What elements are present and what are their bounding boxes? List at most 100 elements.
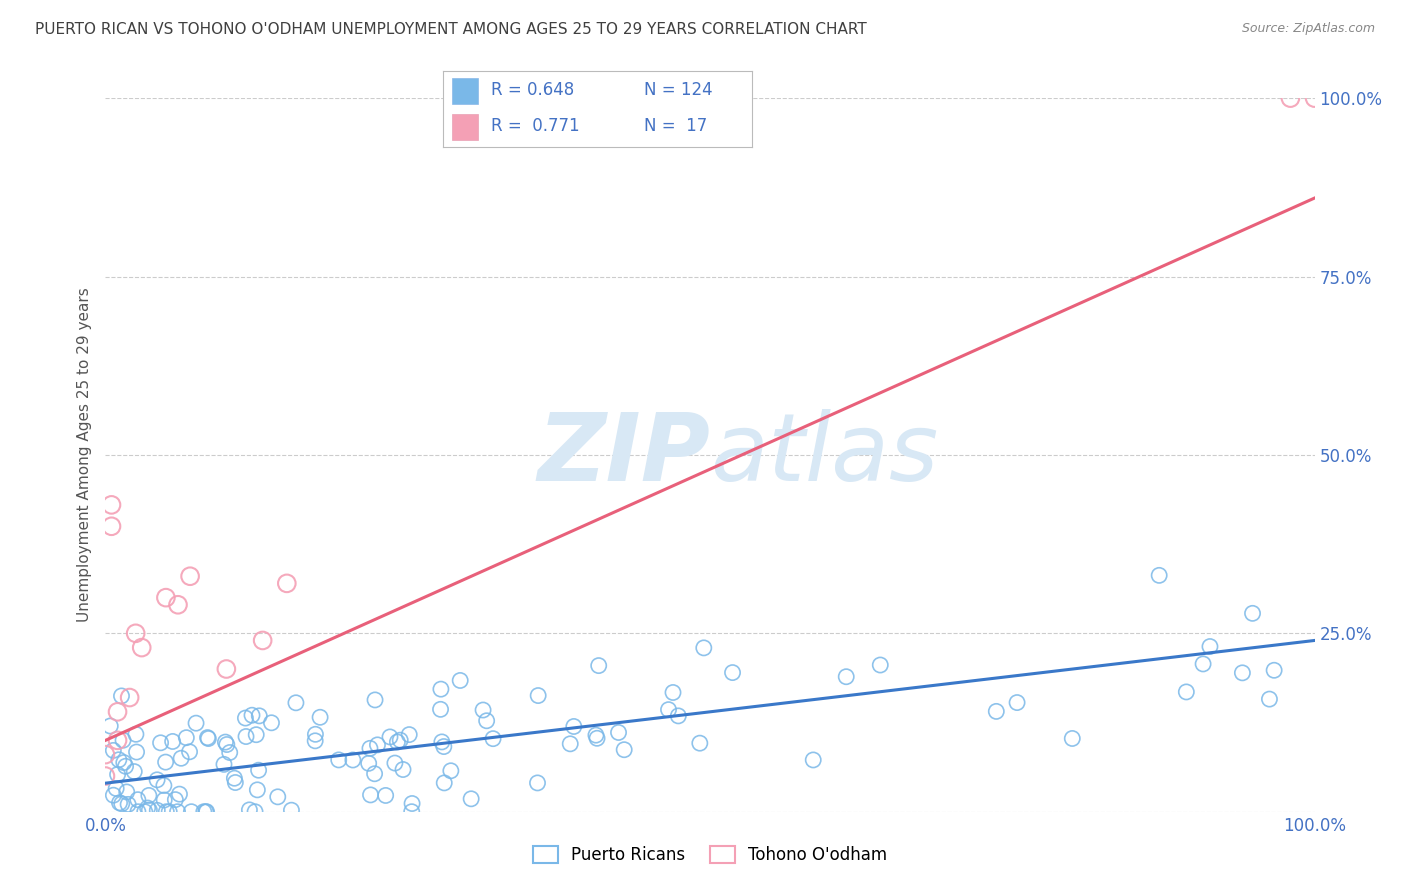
Point <box>179 569 201 583</box>
Point <box>212 757 235 772</box>
Point <box>125 727 148 741</box>
Point <box>247 709 270 723</box>
Point <box>607 725 630 739</box>
Point <box>430 735 453 749</box>
Point <box>131 640 153 655</box>
Y-axis label: Unemployment Among Ages 25 to 29 years: Unemployment Among Ages 25 to 29 years <box>77 287 93 623</box>
Point <box>193 805 215 819</box>
Point <box>689 736 711 750</box>
FancyBboxPatch shape <box>453 114 478 140</box>
Point <box>169 787 191 801</box>
Point <box>378 730 401 744</box>
Point <box>108 796 131 810</box>
Point <box>167 598 190 612</box>
Point <box>585 728 607 742</box>
Point <box>1062 731 1084 746</box>
Point <box>103 789 125 803</box>
Point <box>1303 91 1326 105</box>
Point <box>527 689 550 703</box>
Point <box>869 658 891 673</box>
Point <box>284 696 307 710</box>
Point <box>224 771 246 785</box>
Point <box>359 741 381 756</box>
FancyBboxPatch shape <box>453 78 478 104</box>
Point <box>835 670 858 684</box>
Point <box>586 731 609 746</box>
Point <box>1241 607 1264 621</box>
Point <box>194 805 217 819</box>
Point <box>176 731 198 745</box>
Point <box>108 753 131 767</box>
Point <box>475 714 498 728</box>
Point <box>184 716 207 731</box>
Point <box>1258 692 1281 706</box>
Point <box>100 498 122 512</box>
Point <box>215 738 238 752</box>
Point <box>94 747 117 762</box>
Point <box>197 731 219 746</box>
Text: ZIP: ZIP <box>537 409 710 501</box>
Point <box>127 793 149 807</box>
Point <box>111 797 134 811</box>
Point <box>252 633 274 648</box>
Point <box>1232 665 1254 680</box>
Point <box>1175 685 1198 699</box>
Point <box>304 727 326 741</box>
Point <box>721 665 744 680</box>
Point <box>155 805 177 819</box>
Point <box>801 753 824 767</box>
Point <box>364 693 387 707</box>
Point <box>165 792 187 806</box>
Point <box>117 797 139 812</box>
Point <box>389 733 412 747</box>
Point <box>247 763 270 777</box>
Point <box>309 710 332 724</box>
Point <box>613 742 636 756</box>
Point <box>433 739 456 754</box>
Point <box>433 776 456 790</box>
Point <box>384 756 406 770</box>
Point <box>1005 696 1028 710</box>
Point <box>122 764 145 779</box>
Point <box>98 719 121 733</box>
Point <box>666 709 689 723</box>
Point <box>693 640 716 655</box>
Point <box>153 793 176 807</box>
Point <box>155 591 177 605</box>
Point <box>588 658 610 673</box>
Point <box>197 731 219 745</box>
Point <box>146 803 169 817</box>
Point <box>357 756 380 771</box>
Point <box>218 746 240 760</box>
Point <box>392 763 415 777</box>
Point <box>179 745 201 759</box>
Point <box>195 805 218 819</box>
Point <box>238 803 260 817</box>
Point <box>387 735 409 749</box>
Point <box>986 705 1008 719</box>
Text: R =  0.771: R = 0.771 <box>491 117 579 135</box>
Point <box>107 767 129 781</box>
Point <box>149 736 172 750</box>
Point <box>157 805 180 819</box>
Point <box>118 690 141 705</box>
Text: N =  17: N = 17 <box>644 117 707 135</box>
Point <box>115 785 138 799</box>
Point <box>1147 568 1170 582</box>
Point <box>267 789 290 804</box>
Point <box>440 764 463 778</box>
Point <box>138 803 160 817</box>
Point <box>125 626 148 640</box>
Point <box>240 708 263 723</box>
Point <box>180 805 202 819</box>
Point <box>562 719 585 733</box>
Point <box>166 805 188 819</box>
Legend: Puerto Ricans, Tohono O'odham: Puerto Ricans, Tohono O'odham <box>533 846 887 864</box>
Point <box>280 803 302 817</box>
Point <box>235 711 257 725</box>
Point <box>103 743 125 757</box>
Point <box>460 792 482 806</box>
Point <box>112 733 135 747</box>
Point <box>138 789 160 803</box>
Point <box>94 769 117 783</box>
